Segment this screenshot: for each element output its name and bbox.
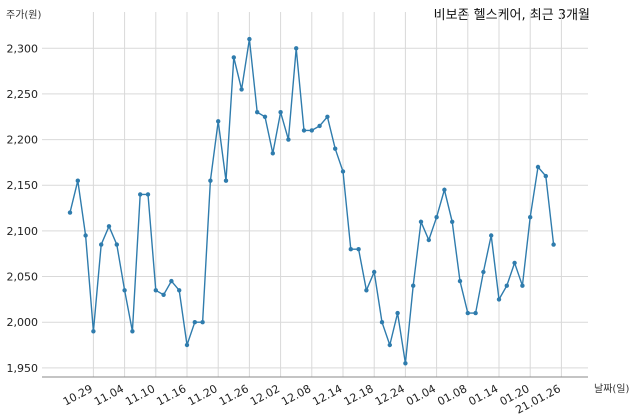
data-point: [192, 320, 197, 325]
data-point: [208, 178, 213, 183]
data-point: [543, 173, 548, 179]
data-point: [239, 87, 244, 92]
data-point: [434, 215, 439, 220]
data-point: [551, 242, 556, 247]
x-tick-label: 12.08: [279, 382, 313, 408]
data-point: [473, 310, 478, 316]
x-tick-label: 11.20: [186, 382, 220, 408]
data-point: [255, 110, 260, 115]
x-tick-label: 12.24: [373, 382, 407, 408]
data-point: [130, 329, 135, 334]
x-tick-label: 12.14: [310, 382, 344, 408]
data-point: [122, 288, 127, 293]
data-point: [161, 292, 166, 297]
data-point: [301, 128, 307, 133]
y-tick-label: 2,050: [7, 271, 39, 284]
data-point: [169, 278, 174, 284]
data-point: [145, 192, 151, 197]
data-point: [504, 283, 509, 288]
data-point: [450, 219, 455, 224]
data-point: [442, 187, 447, 192]
data-point: [317, 123, 322, 129]
data-point: [67, 210, 73, 215]
data-point: [200, 320, 205, 325]
data-point: [364, 288, 369, 293]
data-point: [426, 237, 431, 243]
data-point: [395, 310, 400, 316]
data-point: [465, 310, 470, 316]
y-tick-label: 2,150: [7, 179, 39, 192]
data-point: [83, 233, 88, 238]
data-point: [496, 297, 502, 302]
data-point: [379, 320, 385, 325]
data-point: [138, 192, 143, 197]
price-series: [67, 36, 556, 366]
x-axis-label: 날짜(일): [594, 383, 630, 395]
x-tick-label: 11.16: [154, 382, 188, 408]
x-tick-label: 11.04: [92, 382, 126, 408]
data-point: [481, 269, 486, 275]
y-tick-label: 1,950: [7, 362, 39, 375]
data-point: [489, 233, 494, 238]
data-point: [75, 178, 81, 183]
data-point: [278, 110, 283, 115]
gridlines: [42, 12, 588, 377]
data-point: [457, 278, 463, 284]
data-point: [91, 329, 96, 334]
x-tick-label: 01.04: [404, 382, 438, 408]
x-tick-label: 01.14: [466, 382, 500, 408]
data-point: [535, 164, 541, 170]
x-tick-label: 11.26: [217, 382, 251, 408]
data-point: [333, 146, 338, 151]
data-point: [216, 119, 221, 124]
data-point: [286, 137, 291, 142]
data-point: [177, 288, 182, 293]
x-tick-label: 12.02: [248, 382, 282, 408]
data-point: [309, 128, 314, 133]
data-point: [294, 46, 299, 51]
data-point: [114, 242, 120, 247]
data-point: [153, 288, 158, 293]
y-tick-label: 2,300: [7, 42, 39, 55]
x-tick-label: 12.18: [342, 382, 376, 408]
data-point: [106, 224, 112, 229]
y-tick-label: 2,200: [7, 134, 39, 147]
x-tick-label: 11.10: [123, 382, 157, 408]
data-point: [348, 247, 353, 252]
chart-title: 비보존 헬스케어, 최근 3개월: [434, 8, 590, 23]
data-point: [512, 260, 517, 266]
data-point: [340, 169, 346, 174]
data-point: [372, 269, 377, 275]
data-point: [520, 283, 525, 288]
data-point: [184, 342, 190, 348]
data-point: [411, 283, 416, 288]
data-point: [356, 247, 361, 252]
data-point: [231, 55, 236, 60]
y-tick-label: 2,100: [7, 225, 39, 238]
data-point: [262, 114, 268, 120]
y-tick-label: 2,000: [7, 316, 39, 329]
x-tick-label: 10.29: [61, 382, 95, 408]
data-point: [99, 242, 104, 247]
data-point: [387, 342, 392, 348]
data-point: [403, 361, 408, 366]
data-point: [528, 215, 533, 220]
y-tick-label: 2,250: [7, 88, 39, 101]
x-axis-ticks: 10.2911.0411.1011.1611.2011.2612.0212.08…: [61, 382, 563, 416]
y-axis-label: 주가(원): [6, 9, 42, 21]
data-point: [325, 114, 330, 120]
data-point: [418, 219, 424, 224]
y-axis-ticks: 1,950 2,000 2,050 2,100 2,150 2,200 2,250 2,300: [7, 42, 39, 375]
data-point: [223, 178, 229, 183]
data-point: [247, 36, 252, 42]
data-point: [270, 151, 275, 156]
x-tick-label: 01.08: [435, 382, 469, 408]
